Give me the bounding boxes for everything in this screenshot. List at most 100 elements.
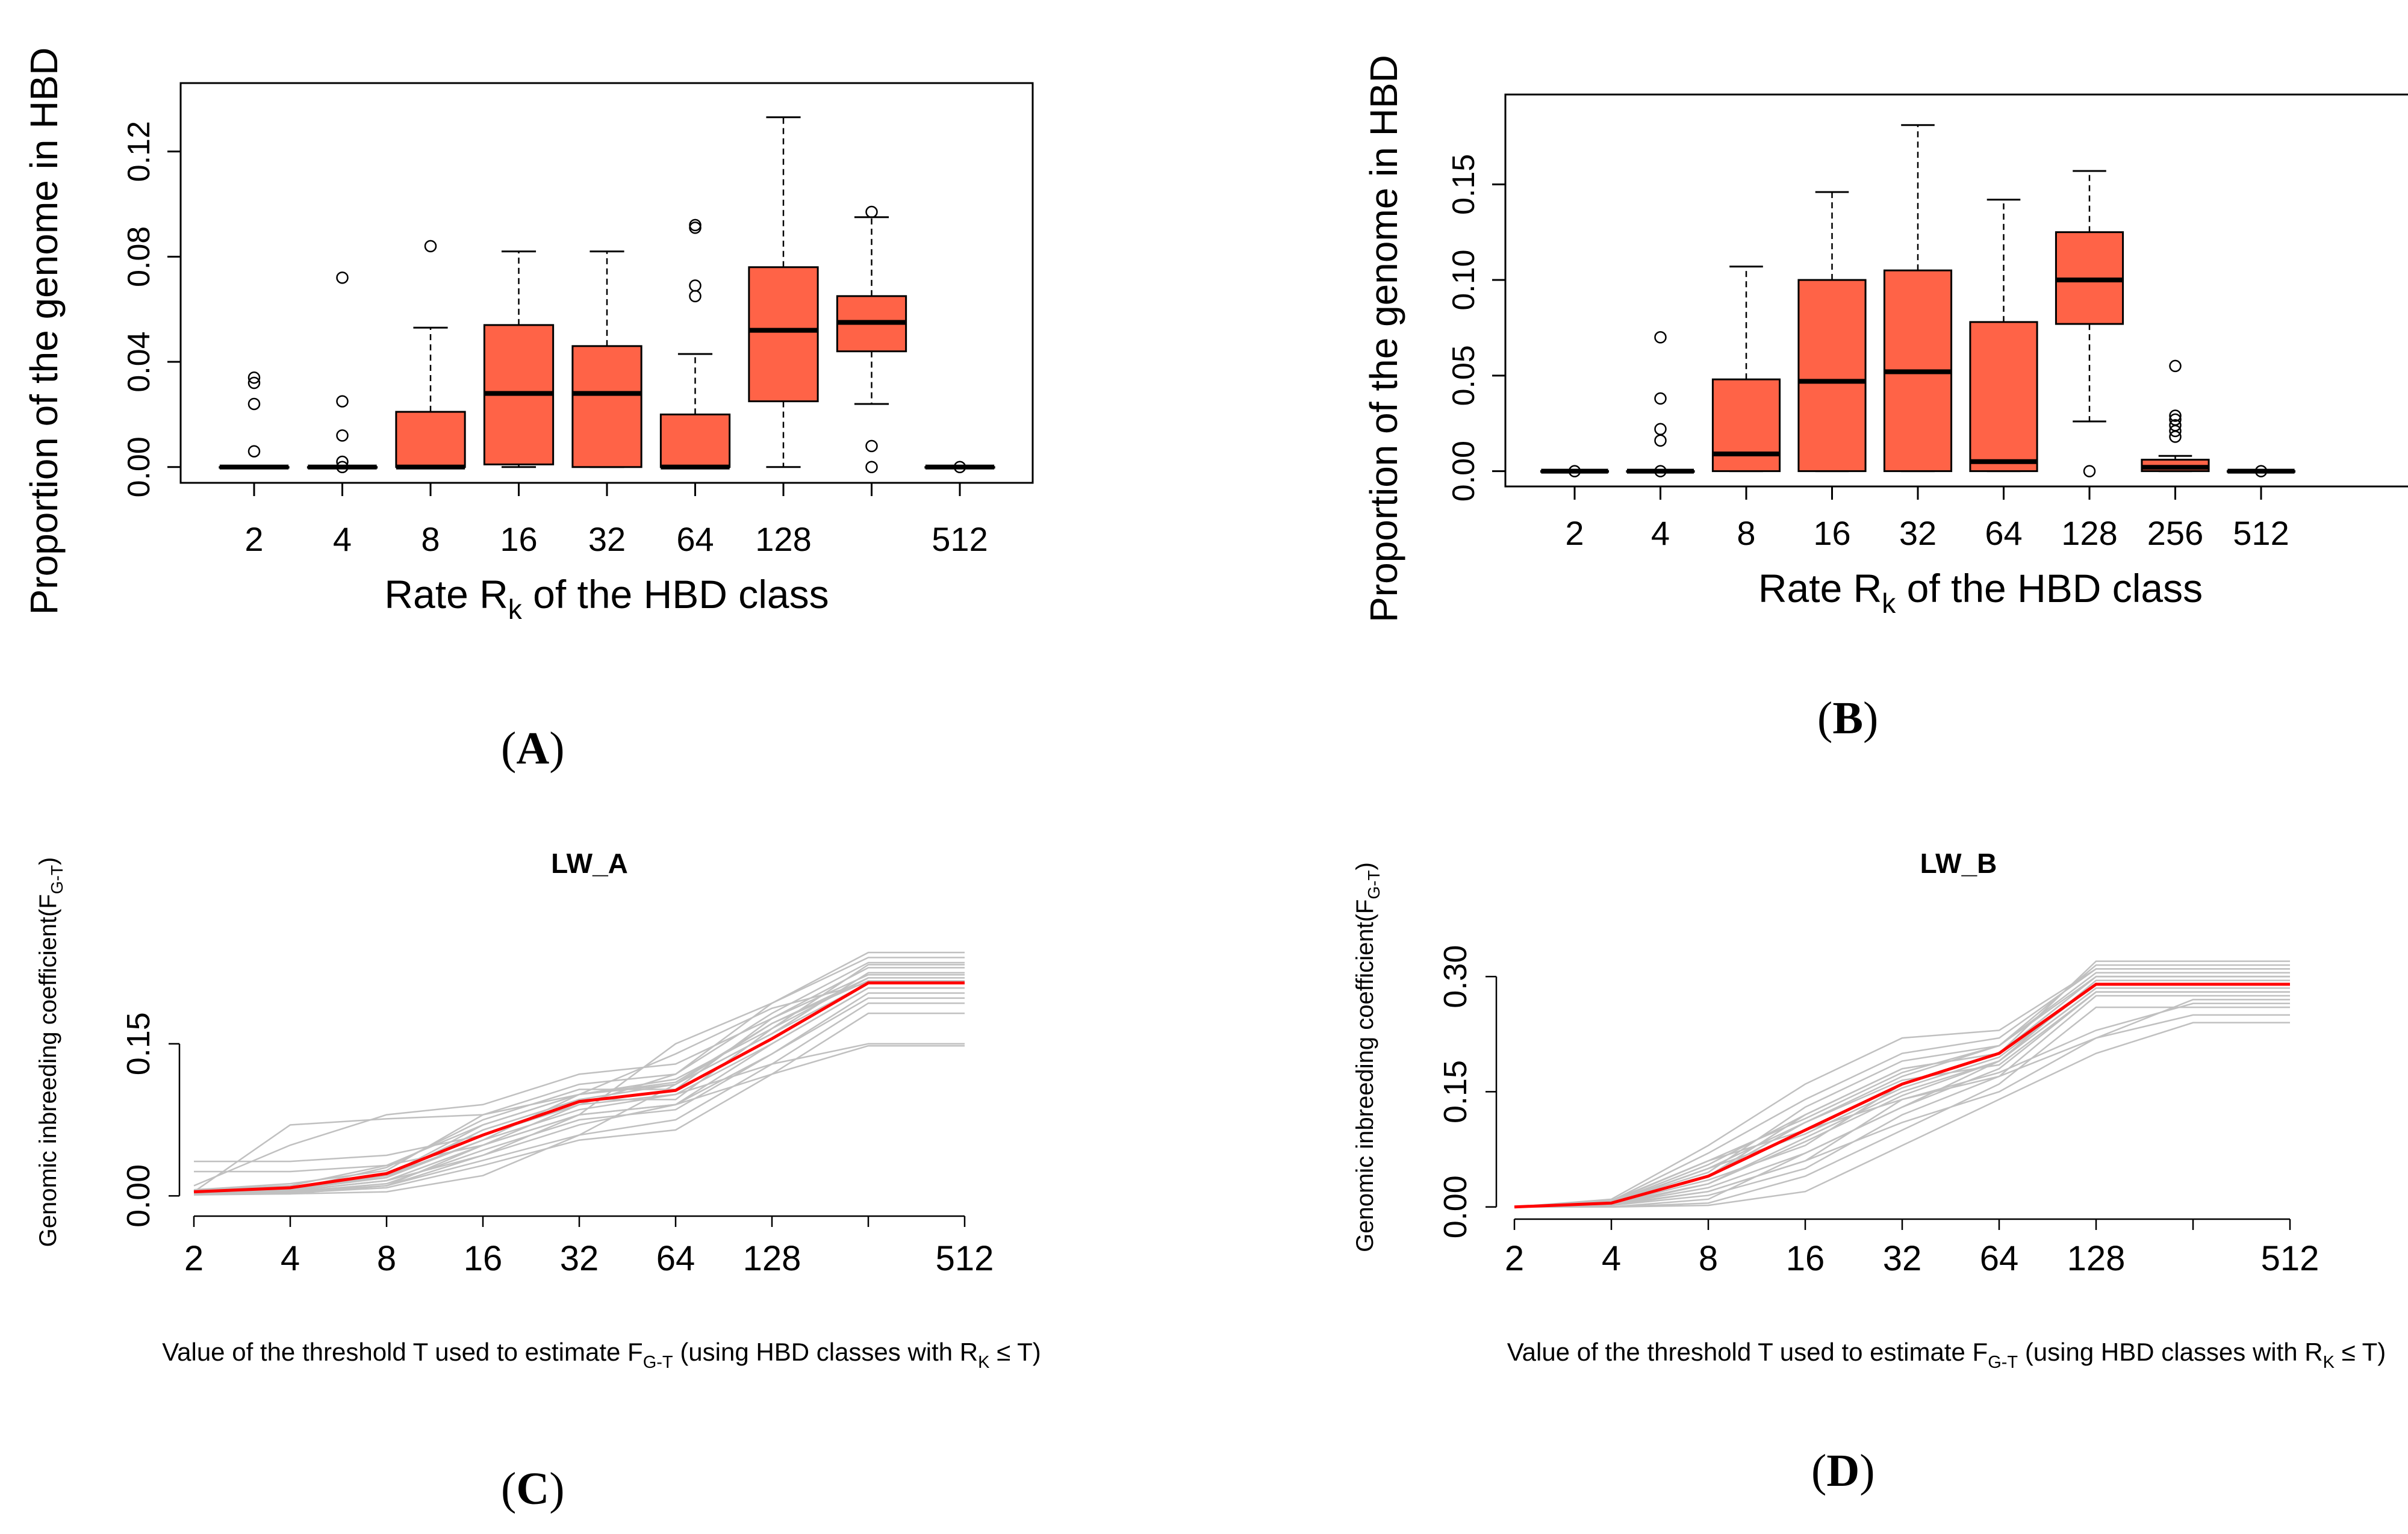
series-line-d-ind14: [1514, 995, 2290, 1208]
box-a-64: [659, 219, 731, 470]
outlier-point: [2169, 409, 2182, 422]
y-tick-label-b: 0.10: [1446, 249, 1481, 310]
x-tick-label-c: 16: [464, 1239, 503, 1278]
y-axis-label-b: Proportion of the genome in HBD: [1362, 55, 1405, 623]
box-b-64: [1969, 199, 2038, 473]
x-tick-label-d: 32: [1883, 1239, 1922, 1278]
outlier-point: [953, 461, 966, 474]
x-tick-label-d: 512: [2261, 1239, 2319, 1278]
x-tick-label-c: 2: [184, 1239, 204, 1278]
x-tick-label-b: 64: [1985, 514, 2022, 552]
x-tick-label-c: 512: [936, 1239, 994, 1278]
outlier-point: [247, 397, 261, 411]
series-line-d-mean: [1514, 983, 2290, 1209]
outlier-point: [1568, 465, 1581, 477]
x-tick-label-b: 8: [1737, 514, 1755, 552]
series-line-d-ind12: [1514, 980, 2290, 1208]
series-line-d-ind6: [1514, 1006, 2290, 1208]
series-line-c-ind7: [194, 997, 965, 1195]
x-tick-label-c: 128: [743, 1239, 801, 1278]
y-tick-label-a: 0.12: [122, 121, 157, 182]
x-tick-label-c: 64: [656, 1239, 695, 1278]
x-tick-label-a: 2: [244, 520, 263, 558]
outlier-point: [247, 445, 261, 458]
outlier-point: [2169, 413, 2182, 426]
y-axis-label-c: Genomic inbreeding coefficient(FG-T): [35, 857, 66, 1247]
outlier-point: [336, 395, 349, 408]
x-tick-label-b: 512: [2233, 514, 2289, 552]
x-tick-label-c: 4: [281, 1239, 300, 1278]
box-b-2: [1540, 465, 1610, 477]
y-tick-label-c: 0.00: [120, 1164, 157, 1228]
chart-a: 0.00 0.04 0.08 0.12 2 4 8 16 32 64 128 512 Proportio…: [22, 48, 1034, 625]
outlier-point: [2083, 465, 2096, 477]
outlier-point: [247, 371, 261, 384]
y-tick-label-b: 0.00: [1446, 441, 1481, 502]
box-a-128: [748, 116, 819, 468]
outlier-point: [424, 240, 437, 253]
chart-title-c: LW_A: [551, 848, 628, 879]
y-tick-label-b: 0.15: [1446, 154, 1481, 215]
box-a-8: [395, 240, 466, 470]
box-b-512: [2226, 465, 2296, 477]
outlier-point: [689, 279, 702, 292]
outlier-point: [689, 219, 702, 232]
y-tick-label-a: 0.04: [122, 331, 157, 392]
box-b-8: [1711, 266, 1781, 473]
y-tick-label-a: 0.00: [122, 436, 157, 497]
box-b-4: [1626, 331, 1695, 477]
outlier-point: [1654, 434, 1667, 447]
box-a-512: [924, 461, 995, 474]
series-line-c-ind1: [193, 992, 965, 1195]
outlier-point: [1654, 423, 1667, 435]
outlier-point: [336, 429, 349, 442]
series-line-d-ind17: [1514, 1002, 2290, 1208]
outlier-point: [1654, 465, 1667, 477]
y-tick-label-d: 0.15: [1437, 1060, 1473, 1123]
series-line-c-mean: [193, 981, 965, 1194]
outlier-point: [689, 222, 702, 234]
outlier-point: [865, 439, 878, 453]
x-tick-label-b: 2: [1565, 514, 1584, 552]
x-tick-label-b: 256: [2147, 514, 2203, 552]
panel-label-d: (D): [1811, 1446, 1875, 1496]
x-tick-label-b: 128: [2061, 514, 2117, 552]
chart-title-d: LW_B: [1920, 848, 1997, 879]
outlier-point: [336, 461, 349, 474]
x-tick-label-a: 32: [588, 520, 626, 558]
box-iqr: [1711, 378, 1781, 473]
x-tick-label-d: 16: [1786, 1239, 1825, 1278]
box-a-32: [571, 250, 642, 468]
series-line-c-ind17: [193, 961, 965, 1195]
box-iqr: [1969, 321, 2038, 473]
series-line-d-ind8: [1514, 1014, 2290, 1208]
series-line-c-ind10: [193, 951, 965, 1191]
x-tick-label-d: 64: [1980, 1239, 2019, 1278]
outlier-point: [2254, 465, 2268, 477]
series-line-d-ind16: [1514, 964, 2290, 1208]
outlier-point: [336, 455, 349, 468]
x-tick-label-c: 32: [560, 1239, 599, 1278]
y-axis-label-a: Proportion of the genome in HBD: [22, 48, 66, 615]
box-iqr: [1797, 279, 1867, 473]
x-axis-label-b: Rate Rk of the HBD class: [1758, 566, 2203, 619]
y-axis-label-d: Genomic inbreeding coefficient(FG-T): [1352, 862, 1383, 1252]
x-axis-label-d: Value of the threshold T used to estimat…: [1507, 1338, 2386, 1372]
chart-b: 0.00 0.05 0.10 0.15 2 4 8 16 32 64 128 256 512 Propor…: [1362, 55, 2408, 623]
x-tick-label-b: 32: [1899, 514, 1937, 552]
series-line-c-ind20: [193, 977, 965, 1193]
box-iqr: [571, 345, 642, 468]
y-tick-label-a: 0.08: [122, 226, 157, 287]
chart-c: 0.00 0.15 2 4 8 16 32 64 128 512 LW_A Genomic inbre…: [35, 848, 1041, 1372]
x-tick-label-d: 2: [1505, 1239, 1524, 1278]
series-line-c-ind9: [194, 1045, 965, 1173]
chart-d: 0.00 0.15 0.30 2 4 8 16 32 64 128 512 LW_B Genomic i…: [1352, 848, 2386, 1372]
box-a-256: [836, 205, 907, 474]
outlier-point: [689, 290, 702, 303]
series-line-d-ind5: [1514, 968, 2290, 1208]
x-tick-label-b: 16: [1813, 514, 1850, 552]
x-axis-label-c: Value of the threshold T used to estimat…: [162, 1338, 1041, 1372]
y-tick-label-d: 0.30: [1437, 945, 1473, 1008]
outlier-point: [1654, 392, 1667, 405]
